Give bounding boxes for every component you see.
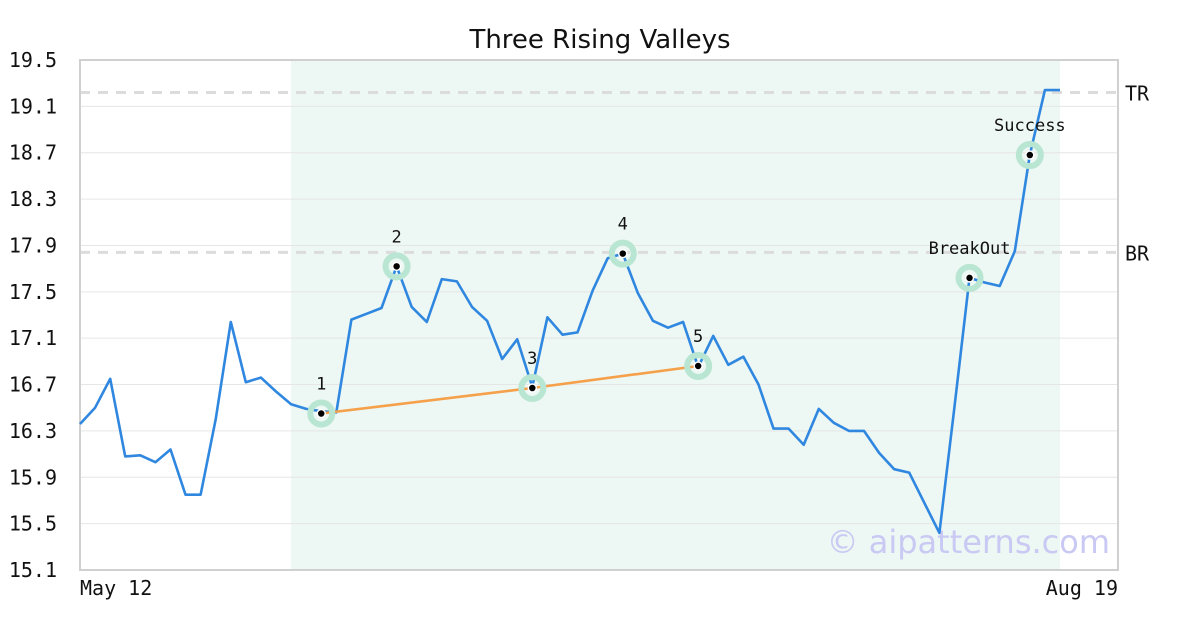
y-tick-label: 18.3 [9, 187, 57, 211]
level-label-tr: TR [1125, 81, 1150, 105]
y-tick-label: 17.1 [9, 326, 57, 350]
point-halo-breakout [955, 263, 984, 292]
y-tick-label: 16.7 [9, 373, 57, 397]
point-marker-3 [527, 383, 538, 393]
level-lines: TR BR [80, 81, 1150, 265]
x-tick-label-end: Aug 19 [1046, 576, 1118, 600]
point-marker-4 [618, 248, 628, 259]
y-tick-label: 19.1 [9, 94, 57, 118]
level-label-br: BR [1125, 241, 1150, 265]
point-halo-2 [382, 252, 411, 281]
point-label-breakout: BreakOut [929, 239, 1011, 259]
y-tick-label: 18.7 [9, 141, 57, 165]
point-label-2: 2 [391, 227, 401, 247]
point-label-1: 1 [316, 375, 326, 395]
y-tick-label: 15.9 [9, 465, 57, 489]
point-label-5: 5 [693, 327, 703, 347]
y-tick-label: 17.9 [9, 233, 57, 257]
y-axis: 19.5 19.1 18.7 18.3 17.9 17.5 17.1 16.7 16.3 15.9… [9, 48, 57, 582]
point-halo-success [1015, 141, 1044, 170]
y-tick-label: 16.3 [9, 419, 57, 443]
point-label-4: 4 [618, 215, 628, 235]
y-tick-label: 15.1 [9, 558, 57, 582]
x-tick-label-start: May 12 [80, 576, 152, 600]
point-label-3: 3 [527, 349, 537, 369]
y-tick-label: 15.5 [9, 512, 57, 536]
point-label-success: Success [994, 116, 1066, 136]
point-marker-breakout [964, 273, 975, 283]
point-halo-1 [307, 399, 336, 428]
y-tick-label: 19.5 [9, 48, 57, 72]
y-tick-label: 17.5 [9, 280, 57, 304]
point-halo-3 [518, 374, 547, 403]
point-halo-5 [684, 352, 713, 380]
point-marker-5 [693, 361, 703, 371]
plot-frame [79, 59, 1119, 571]
price-line [79, 88, 1060, 535]
chart-title: Three Rising Valleys [468, 25, 730, 55]
point-marker-2 [391, 261, 402, 272]
point-halo-4 [608, 239, 637, 268]
point-marker-1 [316, 408, 326, 419]
point-marker-success [1025, 150, 1035, 160]
pattern-points: 1 2 3 4 5 BreakOut Success [307, 116, 1066, 428]
watermark: © aipatterns.com [827, 523, 1110, 561]
x-axis: May 12 Aug 19 [80, 576, 1118, 600]
